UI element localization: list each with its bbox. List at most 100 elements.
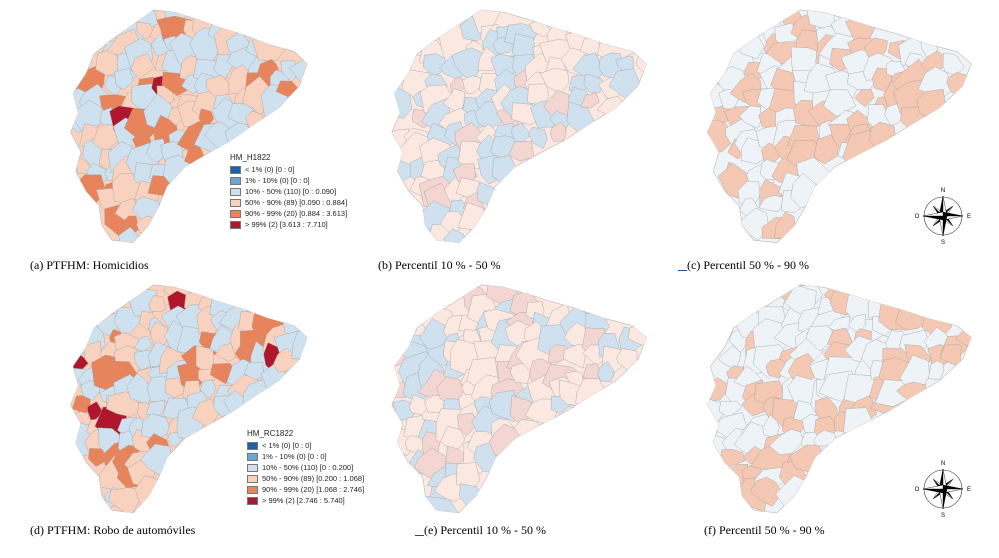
canton-region [408, 394, 430, 416]
legend-label: < 1% (0) [0 : 0] [262, 441, 312, 450]
cantons [707, 284, 972, 513]
legend-item: 10% - 50% (110) [0 : 0.200] [247, 462, 364, 473]
map-panel-b [375, 5, 655, 250]
compass-west-label: O [915, 487, 920, 493]
ecuador-map-e [391, 284, 647, 514]
legend-label: < 1% (0) [0 : 0] [245, 165, 295, 174]
legend-swatch [247, 474, 258, 483]
legend-item: 50% - 90% (89) [0.090 : 0.884] [230, 197, 347, 208]
ecuador-map-b [391, 9, 647, 243]
canton-region [527, 127, 548, 149]
canton-region [597, 361, 615, 382]
canton-region [87, 401, 104, 423]
canton-region [628, 324, 647, 349]
canton-region [549, 121, 567, 142]
legend-swatch [230, 220, 241, 229]
canton-region [88, 448, 108, 467]
ecuador-map-f [707, 284, 972, 514]
canton-region [928, 360, 945, 380]
legend-homicidios: HM_H1822 < 1% (0) [0 : 0] 1% - 10% (0) [0… [230, 152, 347, 230]
legend-title: HM_H1822 [230, 153, 271, 162]
canton-region [580, 92, 600, 109]
legend-item: 1% - 10% (0) [0 : 0] [230, 175, 347, 186]
legend-item: > 99% (2) [2.746 : 5.740] [247, 495, 364, 506]
canton-region [719, 449, 746, 469]
caption-c: (c) Percentil 50 % - 90 % [687, 258, 809, 272]
legend-swatch [230, 209, 241, 218]
canton-region [113, 68, 134, 91]
cantons [391, 9, 647, 243]
compass-rose-icon: N S E O [915, 187, 971, 250]
map-panel-e [375, 280, 655, 520]
caption-a: (a) PTFHM: Homicidios [30, 258, 149, 272]
legend-label: 90% - 99% (20) [0.884 : 3.613] [245, 209, 348, 218]
legend-item: > 99% (2) [3.613 : 7.710] [230, 219, 347, 230]
legend-label: 50% - 90% (89) [0.200 : 1.068] [262, 474, 365, 483]
ecuador-map-c [707, 9, 972, 243]
compass-north-label: N [941, 188, 945, 194]
legend-robo-automoviles: HM_RC1822 < 1% (0) [0 : 0] 1% - 10% (0) [… [247, 428, 364, 506]
ecuador-map-d [70, 284, 308, 514]
legend-label: > 99% (2) [2.746 : 5.740] [262, 496, 345, 505]
legend-item: 1% - 10% (0) [0 : 0] [247, 451, 364, 462]
canton-region [148, 295, 167, 313]
canton-region [244, 361, 264, 381]
canton-region [758, 195, 784, 212]
map-panel-f [690, 280, 980, 520]
caption-f: (f) Percentil 50 % - 90 % [704, 523, 825, 537]
legend-label: 10% - 50% (110) [0 : 0.200] [262, 463, 354, 472]
cantons [70, 9, 308, 243]
caption-e: (e) Percentil 10 % - 50 % [424, 523, 546, 537]
legend-label: 90% - 99% (20) [1.068 : 2.746] [262, 485, 365, 494]
legend-swatch [247, 496, 258, 505]
legend-label: 1% - 10% (0) [0 : 0] [262, 452, 327, 461]
canton-region [457, 412, 479, 437]
legend-swatch [247, 452, 258, 461]
legend-swatch [230, 187, 241, 196]
canton-region [707, 119, 736, 154]
legend-item: 10% - 50% (110) [0 : 0.090] [230, 186, 347, 197]
legend-item: < 1% (0) [0 : 0] [230, 164, 347, 175]
canton-region [164, 377, 186, 398]
map-panel-c [690, 5, 980, 250]
canton-region [812, 429, 837, 447]
compass-north-label: N [941, 461, 945, 467]
canton-region [139, 310, 156, 331]
canton-region [508, 140, 535, 162]
canton-region [130, 53, 155, 80]
canton-region [583, 73, 603, 93]
caption-b: (b) Percentil 10 % - 50 % [378, 258, 501, 272]
canton-region [199, 379, 217, 399]
legend-swatch [247, 485, 258, 494]
legend-swatch [247, 463, 258, 472]
canton-region [854, 88, 875, 108]
map-panel-d [55, 280, 315, 520]
legend-label: 50% - 90% (89) [0.090 : 0.884] [245, 198, 348, 207]
legend-item: 90% - 99% (20) [1.068 : 2.746] [247, 484, 364, 495]
canton-region [769, 428, 805, 455]
compass-rose-icon: N S E O [915, 460, 971, 523]
compass-east-label: E [967, 487, 971, 493]
canton-region [749, 477, 782, 507]
canton-region [118, 226, 140, 243]
compass-south-label: S [941, 240, 945, 245]
canton-region [869, 121, 897, 151]
compass-south-label: S [941, 513, 945, 518]
legend-swatch [230, 176, 241, 185]
legend-swatch [230, 198, 241, 207]
legend-label: > 99% (2) [3.613 : 7.710] [245, 220, 328, 229]
legend-item: 90% - 99% (20) [0.884 : 3.613] [230, 208, 347, 219]
compass-east-label: E [967, 214, 971, 220]
compass-west-label: O [915, 214, 920, 220]
canton-region [443, 228, 466, 243]
legend-title: HM_RC1822 [247, 429, 294, 438]
legend-item: 50% - 90% (89) [0.200 : 1.068] [247, 473, 364, 484]
map-panel-a [55, 5, 315, 250]
ecuador-map-a [70, 9, 308, 243]
legend-swatch [230, 165, 241, 174]
legend-label: 1% - 10% (0) [0 : 0] [245, 176, 310, 185]
caption-d: (d) PTFHM: Robo de automóviles [30, 523, 196, 537]
canton-region [739, 105, 762, 129]
canton-region [462, 75, 482, 94]
cantons [707, 9, 969, 241]
